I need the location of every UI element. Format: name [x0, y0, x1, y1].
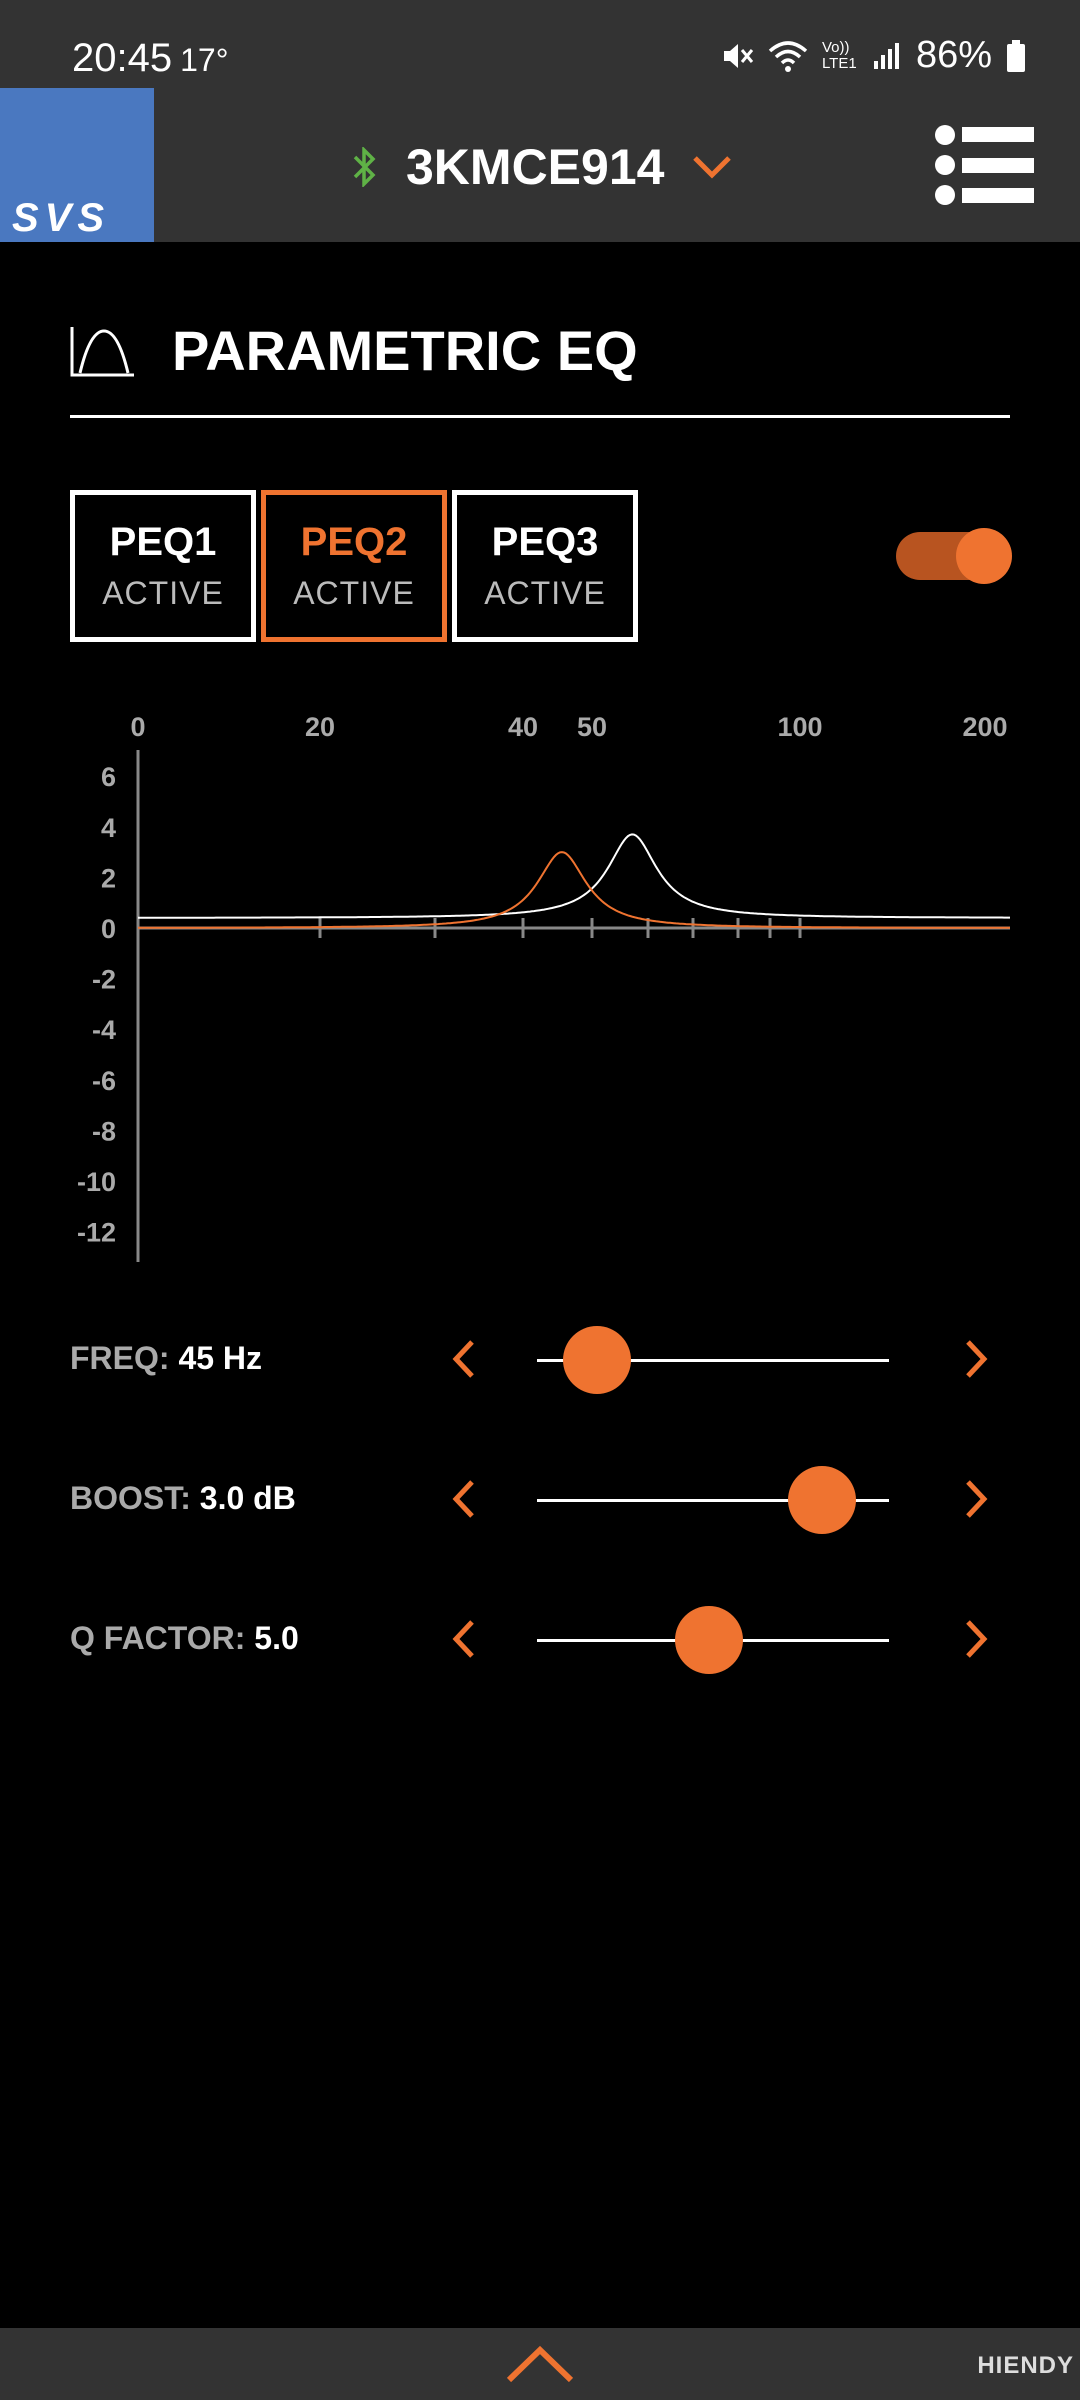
freq-control: FREQ: 45 Hz: [70, 1320, 1010, 1400]
title-divider: [70, 415, 1010, 418]
freq-increase-icon[interactable]: [950, 1334, 1000, 1384]
y-tick-label: 4: [101, 813, 116, 843]
bottom-bar: HIENDY: [0, 2328, 1080, 2400]
x-tick-label: 200: [962, 712, 1007, 742]
page-title: PARAMETRIC EQ: [172, 319, 638, 382]
watermark: HIENDY: [977, 2352, 1074, 2379]
status-bar: 20:45 17° Vo)) LTE1 86%: [0, 0, 1080, 88]
tab-status: ACTIVE: [484, 575, 606, 611]
eq-curve-icon: [70, 326, 134, 376]
y-tick-label: -4: [92, 1015, 116, 1045]
chevron-up-icon[interactable]: [505, 2342, 575, 2386]
freq-decrease-icon[interactable]: [440, 1334, 490, 1384]
q-factor-key: Q FACTOR:: [70, 1620, 246, 1656]
svs-logo[interactable]: SVS: [0, 88, 154, 242]
clock: 20:45: [72, 36, 173, 80]
boost-value: 3.0 dB: [199, 1480, 296, 1516]
q-factor-slider-thumb[interactable]: [675, 1606, 744, 1674]
freq-key: FREQ:: [70, 1340, 170, 1376]
battery-icon: [1007, 39, 1025, 72]
toggle-knob: [956, 528, 1012, 584]
tab-label: PEQ3: [491, 520, 599, 564]
peq2-response-line: [138, 851, 1010, 929]
boost-label: BOOST: 3.0 dB: [70, 1480, 296, 1517]
q-factor-increase-icon[interactable]: [950, 1614, 1000, 1664]
x-tick-label: 40: [508, 712, 538, 742]
chevron-down-icon: [693, 156, 732, 179]
freq-label: FREQ: 45 Hz: [70, 1340, 262, 1377]
tab-label: PEQ1: [109, 520, 217, 564]
boost-increase-icon[interactable]: [950, 1474, 1000, 1524]
menu-icon[interactable]: [934, 124, 1034, 206]
freq-slider-thumb[interactable]: [562, 1326, 631, 1394]
temperature: 17°: [180, 42, 229, 78]
x-tick-label: 20: [305, 712, 335, 742]
tab-status: ACTIVE: [293, 575, 415, 611]
q-factor-decrease-icon[interactable]: [440, 1614, 490, 1664]
peq-tabs: PEQ1 ACTIVE PEQ2 ACTIVE PEQ3 ACTIVE: [70, 490, 638, 642]
battery-percent: 86%: [915, 34, 992, 76]
y-tick-label: -12: [77, 1218, 116, 1248]
app-header: SVS 3KMCE914: [0, 88, 1080, 242]
q-factor-value: 5.0: [254, 1620, 299, 1656]
tab-label: PEQ2: [300, 520, 408, 564]
y-tick-label: -10: [77, 1167, 116, 1197]
peq-enable-toggle[interactable]: [896, 528, 1012, 584]
logo-text: SVS: [12, 196, 111, 240]
status-icons: Vo)) LTE1 86%: [720, 34, 1026, 77]
tab-status: ACTIVE: [102, 575, 224, 611]
freq-value: 45 Hz: [178, 1340, 263, 1376]
q-factor-label: Q FACTOR: 5.0: [70, 1620, 299, 1657]
x-tick-label: 50: [577, 712, 607, 742]
y-tick-label: -2: [92, 965, 116, 995]
q-factor-control: Q FACTOR: 5.0: [70, 1600, 1010, 1680]
status-time: 20:45 17°: [72, 36, 229, 81]
boost-decrease-icon[interactable]: [440, 1474, 490, 1524]
y-tick-label: 2: [101, 863, 116, 893]
device-name: 3KMCE914: [406, 139, 665, 195]
x-tick-label: 0: [130, 712, 145, 742]
mute-icon: [723, 43, 754, 68]
tab-peq2[interactable]: PEQ2 ACTIVE: [261, 490, 447, 642]
tab-peq1[interactable]: PEQ1 ACTIVE: [70, 490, 256, 642]
signal-icon: [873, 42, 899, 69]
y-tick-label: -6: [92, 1066, 116, 1096]
combined-response-line: [138, 833, 1010, 919]
y-tick-label: -8: [92, 1116, 116, 1146]
boost-slider-track[interactable]: [537, 1499, 889, 1502]
section-header: PARAMETRIC EQ: [70, 318, 638, 383]
tab-peq3[interactable]: PEQ3 ACTIVE: [452, 490, 638, 642]
bluetooth-icon: [353, 147, 376, 187]
network-label: Vo)) LTE1: [821, 38, 857, 72]
freq-slider-track[interactable]: [537, 1359, 889, 1362]
wifi-icon: [768, 40, 808, 72]
y-tick-label: 6: [101, 762, 116, 792]
boost-key: BOOST:: [70, 1480, 191, 1516]
boost-slider-thumb[interactable]: [788, 1466, 857, 1534]
y-tick-label: 0: [101, 914, 116, 944]
x-tick-label: 100: [777, 712, 822, 742]
device-selector[interactable]: 3KMCE914: [352, 132, 732, 202]
boost-control: BOOST: 3.0 dB: [70, 1460, 1010, 1540]
